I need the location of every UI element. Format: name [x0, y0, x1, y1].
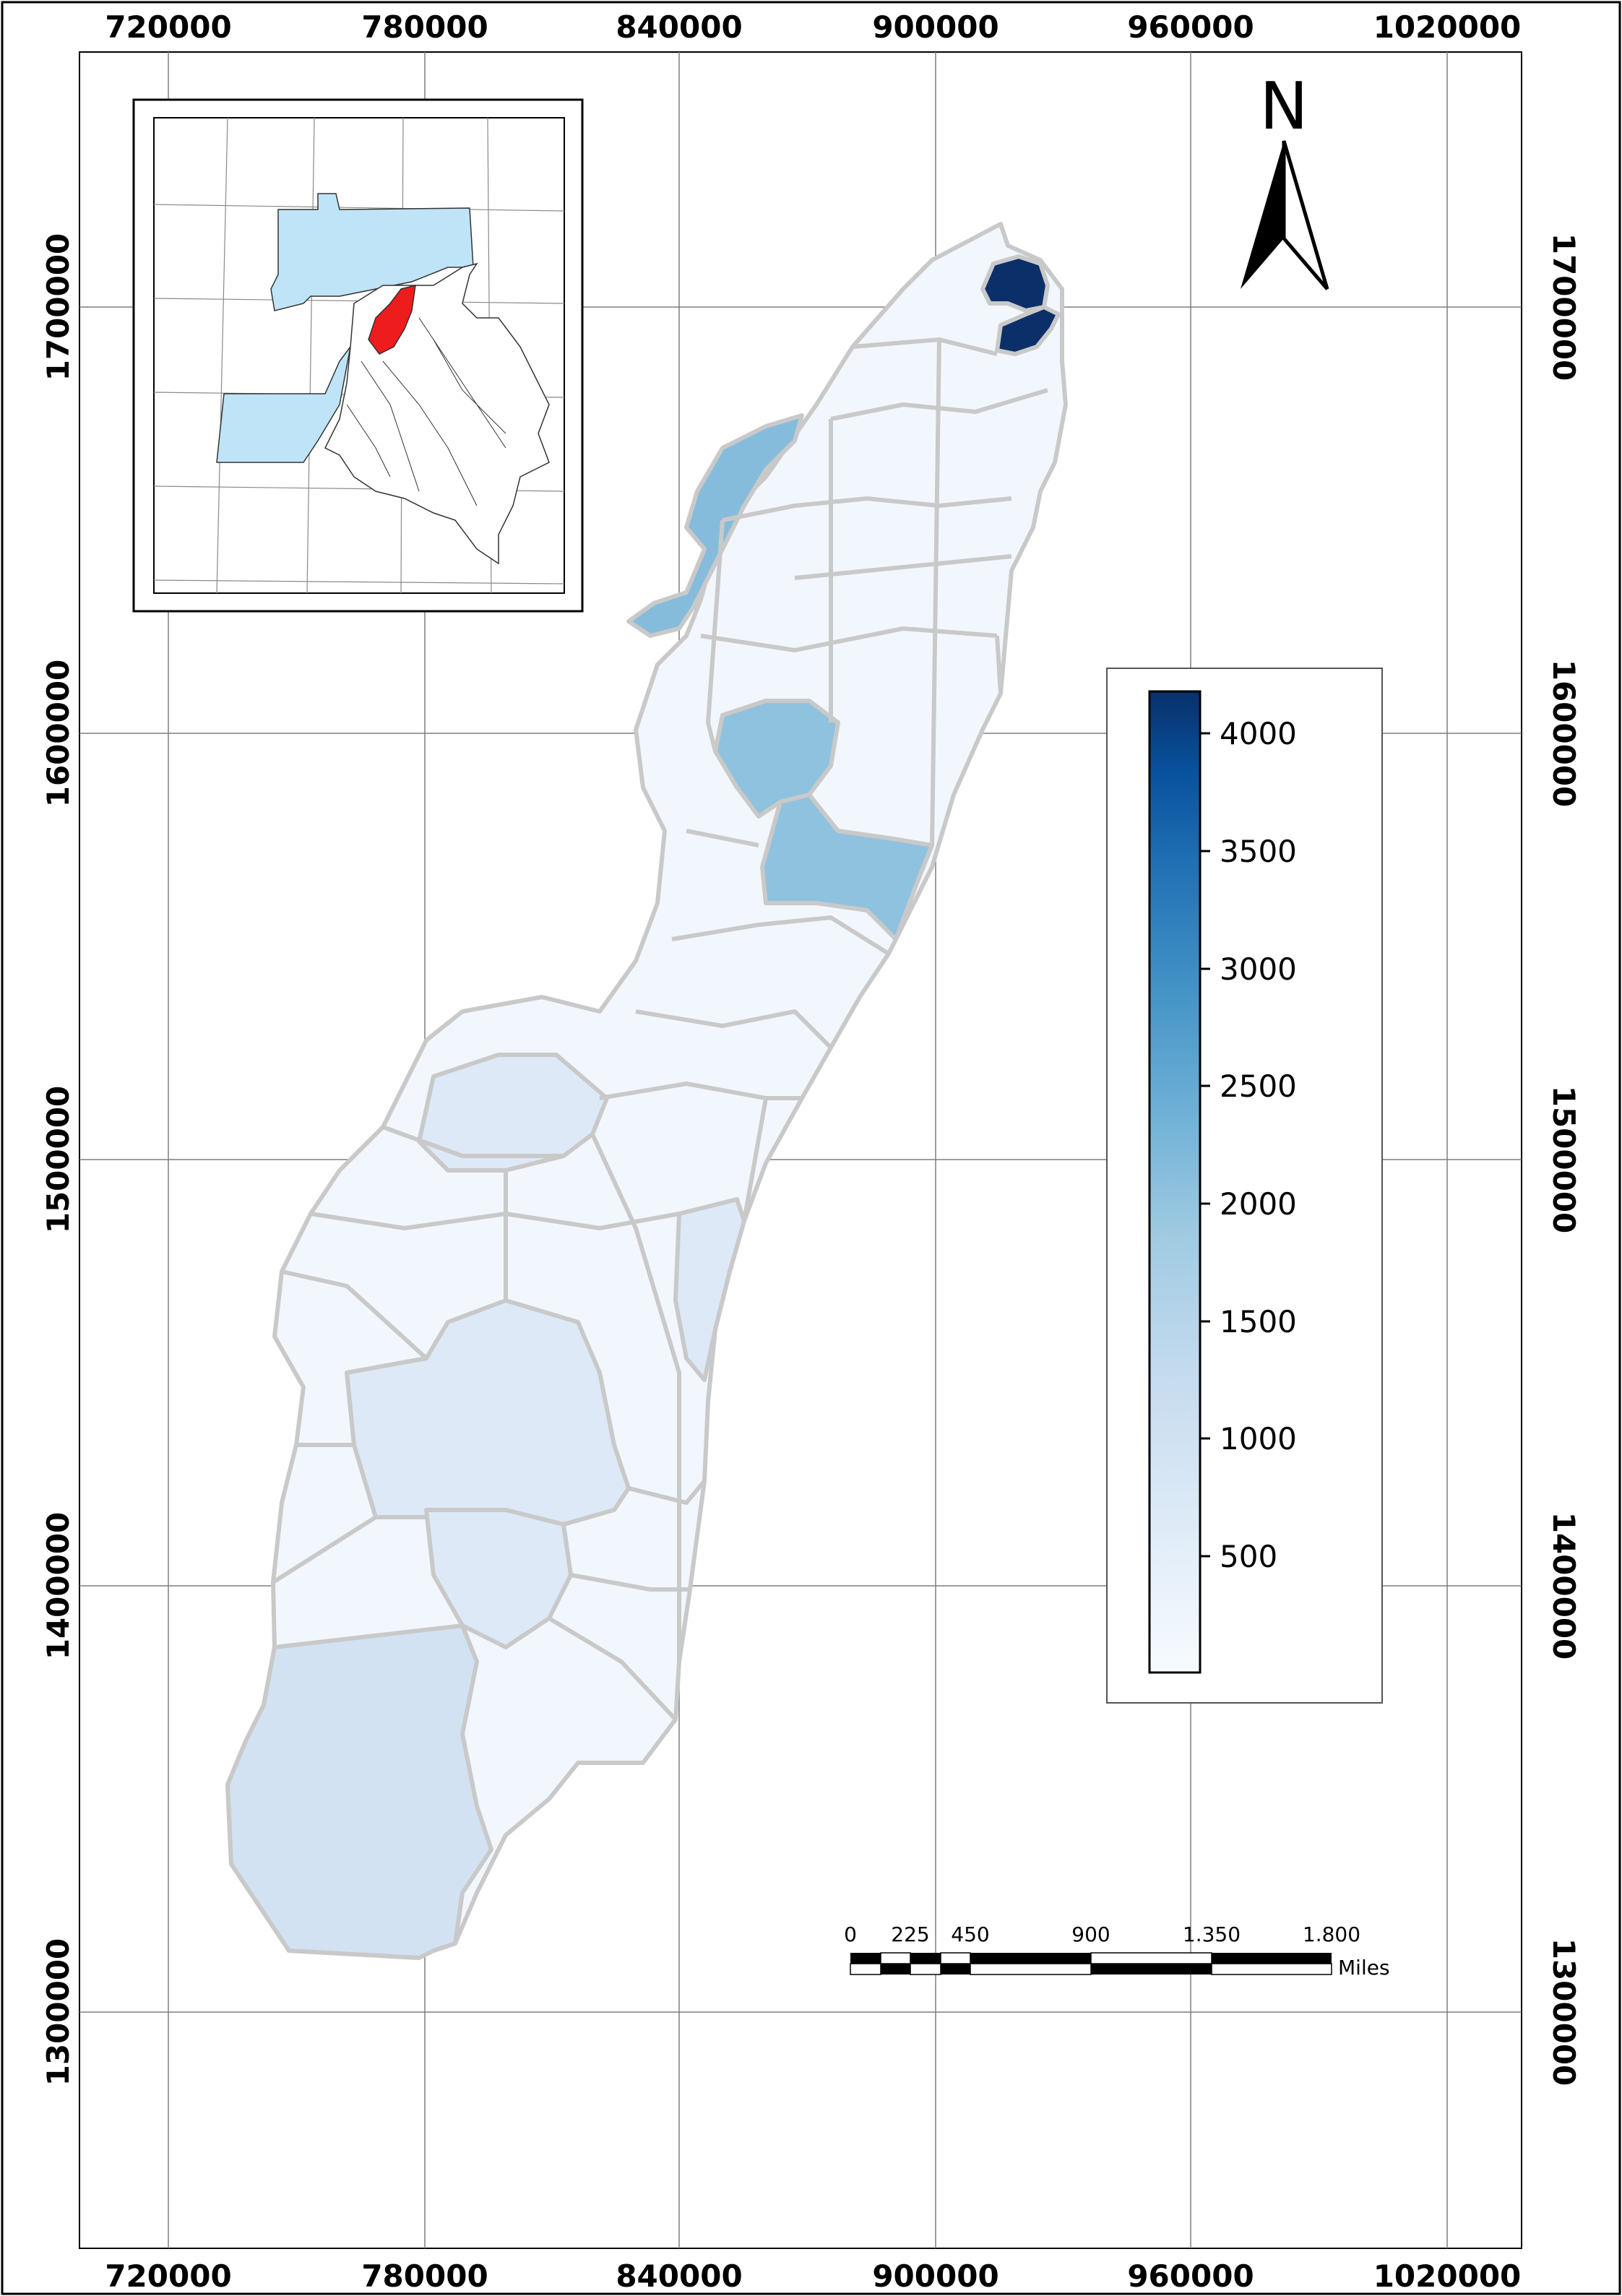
region-northeast-high-2: [995, 305, 1061, 356]
legend-colorbar: [1148, 690, 1202, 1674]
scale-bar: 0 225 450 900 1.350 1.800 Miles: [844, 1922, 1389, 1980]
region-northeast-high-1: [980, 254, 1050, 313]
y-tick-left-1700000: 1700000: [40, 233, 76, 381]
scale-label-225: 225: [891, 1922, 929, 1946]
x-tick-top-780000: 780000: [361, 9, 488, 45]
y-tick-right-1400000: 1400000: [1546, 1512, 1582, 1660]
y-tick-right-1500000: 1500000: [1546, 1086, 1582, 1234]
scale-label-1800: 1.800: [1303, 1922, 1360, 1946]
y-tick-left-1400000: 1400000: [40, 1512, 76, 1660]
legend-label-3000: 3000: [1220, 951, 1297, 987]
x-tick-bottom-960000: 960000: [1127, 2258, 1254, 2294]
x-tick-bottom-1020000: 1020000: [1373, 2258, 1522, 2294]
scale-label-1350: 1.350: [1183, 1922, 1241, 1946]
north-arrow: N: [1241, 69, 1329, 290]
north-label: N: [1259, 69, 1308, 144]
legend-ticks: [1200, 732, 1210, 1558]
region-northwest-inland: [417, 1053, 609, 1173]
inset-map: [132, 98, 584, 613]
legend-label-2000: 2000: [1220, 1186, 1297, 1222]
x-tick-bottom-900000: 900000: [872, 2258, 998, 2294]
y-tick-left-1600000: 1600000: [40, 660, 76, 808]
y-tick-right-1600000: 1600000: [1546, 660, 1582, 808]
x-tick-bottom-840000: 840000: [616, 2258, 742, 2294]
y-ticks-left: 1700000 1600000 1500000 1400000 1300000: [40, 233, 76, 2086]
scale-label-0: 0: [844, 1922, 857, 1946]
x-tick-top-900000: 900000: [872, 9, 998, 45]
y-ticks-right: 1700000 1600000 1500000 1400000 1300000: [1546, 233, 1582, 2086]
x-tick-top-720000: 720000: [105, 9, 231, 45]
region-east-coast-strip: [673, 1197, 746, 1382]
x-tick-top-1020000: 1020000: [1373, 9, 1522, 45]
scale-label-450: 450: [951, 1922, 989, 1946]
x-ticks-top: 720000 780000 840000 900000 960000 10200…: [105, 9, 1521, 45]
region-central-east: [760, 793, 934, 941]
legend-label-2500: 2500: [1220, 1069, 1297, 1104]
inset-highlight-region: [368, 285, 416, 355]
inset-region-north: [270, 193, 474, 311]
x-tick-top-840000: 840000: [616, 9, 742, 45]
legend-label-4000: 4000: [1220, 716, 1297, 751]
x-ticks-bottom: 720000 780000 840000 900000 960000 10200…: [105, 2258, 1521, 2294]
region-southwest: [225, 1623, 493, 1960]
x-tick-bottom-720000: 720000: [105, 2258, 231, 2294]
legend-label-3500: 3500: [1220, 834, 1297, 869]
north-arrow-right: [1282, 140, 1329, 290]
x-tick-top-960000: 960000: [1127, 9, 1254, 45]
legend-label-500: 500: [1220, 1539, 1277, 1574]
inset-region-south: [216, 346, 351, 463]
legend-label-1000: 1000: [1220, 1421, 1297, 1456]
x-tick-bottom-780000: 780000: [361, 2258, 488, 2294]
scale-units: Miles: [1338, 1956, 1390, 1980]
y-tick-right-1300000: 1300000: [1546, 1938, 1582, 2086]
scale-label-900: 900: [1071, 1922, 1110, 1946]
regions: [225, 222, 1068, 1960]
y-tick-right-1700000: 1700000: [1546, 233, 1582, 381]
y-tick-left-1300000: 1300000: [40, 1938, 76, 2086]
legend: 4000 3500 3000 2500 2000 1500 1000 500: [1106, 668, 1383, 1704]
y-tick-left-1500000: 1500000: [40, 1086, 76, 1234]
legend-label-1500: 1500: [1220, 1304, 1297, 1339]
north-arrow-left: [1241, 141, 1284, 289]
region-north-coastal-lagoon: [626, 413, 804, 638]
